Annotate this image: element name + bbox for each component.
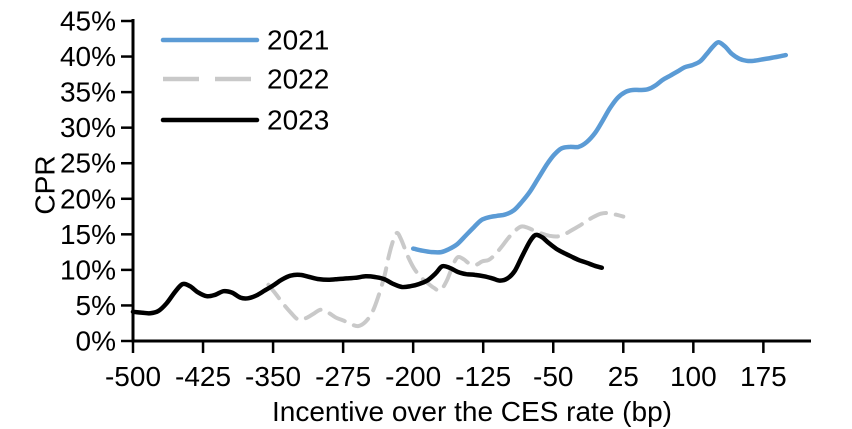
legend-label-2022: 2022 (267, 64, 329, 95)
x-tick-label: -50 (533, 361, 573, 392)
y-tick-label: 35% (60, 77, 116, 108)
y-tick-label: 15% (60, 219, 116, 250)
series-line-2021 (410, 40, 789, 255)
x-tick-label: -200 (385, 361, 441, 392)
y-tick-label: 5% (76, 290, 116, 321)
legend-entry-2021: 2021 (160, 25, 329, 56)
x-tick-label: 100 (670, 361, 717, 392)
y-tick-label: 40% (60, 41, 116, 72)
y-tick-label: 10% (60, 254, 116, 285)
y-tick-label: 0% (76, 326, 116, 357)
legend-label-2023: 2023 (267, 105, 329, 136)
y-tick-label: 45% (60, 6, 116, 37)
x-tick-label: 25 (608, 361, 639, 392)
series-line-2022 (266, 210, 626, 329)
y-tick-label: 30% (60, 112, 116, 143)
y-tick-label: 20% (60, 183, 116, 214)
legend-label-2021: 2021 (267, 25, 329, 56)
y-axis-title: CPR (30, 155, 61, 214)
x-axis-title: Incentive over the CES rate (bp) (272, 396, 672, 427)
x-tick-label: 175 (740, 361, 787, 392)
x-tick-label: -125 (455, 361, 511, 392)
legend-entry-2022: 2022 (163, 64, 329, 95)
x-tick-label: -425 (175, 361, 231, 392)
legend: 2021 2022 2023 (160, 25, 329, 136)
x-tick-label: -350 (245, 361, 301, 392)
y-tick-label: 25% (60, 148, 116, 179)
x-tick-label: -500 (105, 361, 161, 392)
x-tick-label: -275 (315, 361, 371, 392)
legend-entry-2023: 2023 (160, 105, 329, 136)
series-line-2023 (130, 232, 605, 316)
